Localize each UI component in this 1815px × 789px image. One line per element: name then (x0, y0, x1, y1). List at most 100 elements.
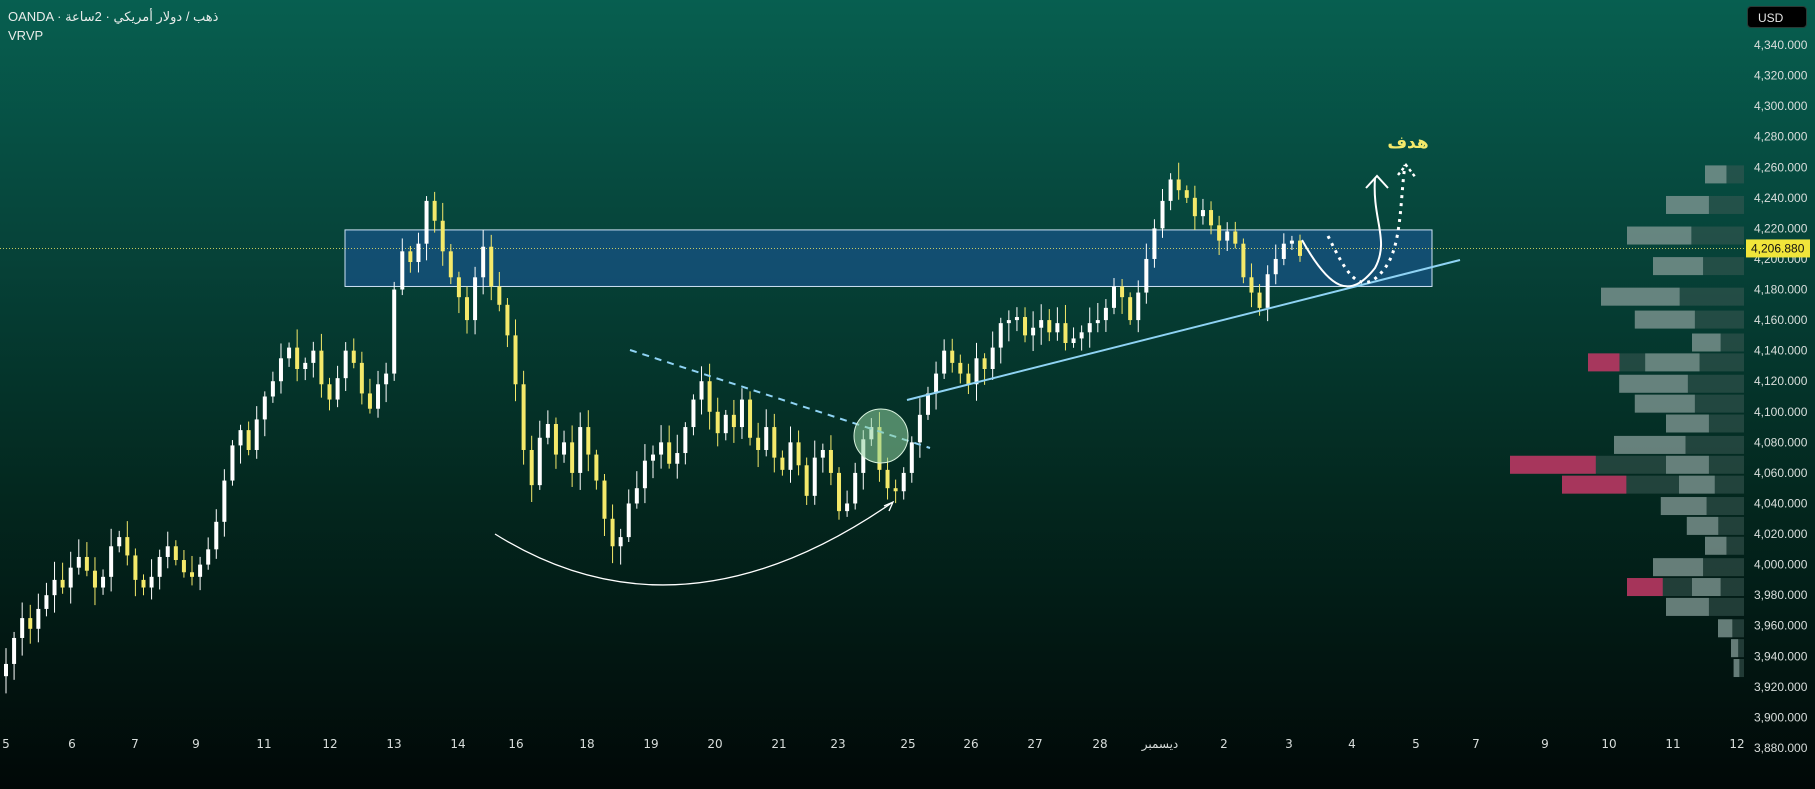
candle-93 (756, 422, 761, 468)
candle-38 (311, 341, 316, 378)
candle-116 (942, 339, 947, 379)
candle-91 (739, 388, 744, 439)
candle-73 (594, 449, 599, 490)
candle-body-78 (634, 488, 639, 504)
volume-profile-up-3 (1653, 257, 1704, 276)
indicator-label[interactable]: VRVP (8, 28, 44, 43)
candle-1 (12, 631, 17, 680)
candle-body-98 (796, 442, 801, 466)
candle-144 (1168, 173, 1173, 211)
candle-body-141 (1144, 258, 1149, 293)
candle-body-58 (473, 277, 478, 321)
candle-65 (529, 435, 534, 503)
candle-30 (246, 421, 251, 456)
candle-body-134 (1087, 323, 1092, 333)
volume-profile-up-21 (1731, 639, 1739, 658)
candle-body-84 (683, 427, 688, 454)
candle-29 (238, 424, 243, 464)
candle-body-57 (464, 297, 469, 321)
candle-57 (464, 286, 469, 334)
target-label: هدف (1387, 133, 1428, 153)
candle-body-155 (1257, 292, 1262, 308)
candle-body-140 (1136, 292, 1141, 321)
candle-128 (1039, 304, 1044, 345)
candle-body-55 (448, 251, 453, 278)
candle-99 (804, 457, 809, 505)
candle-body-88 (715, 411, 720, 434)
candle-103 (837, 467, 842, 520)
candle-122 (990, 331, 995, 380)
time-label-24: 9 (1541, 737, 1549, 751)
candle-body-25 (206, 549, 211, 565)
candle-body-62 (505, 304, 510, 336)
candle-142 (1152, 219, 1157, 268)
target-arrow-solid (1301, 177, 1383, 288)
candle-body-120 (974, 358, 979, 385)
candle-141 (1144, 243, 1149, 304)
candle-body-89 (723, 414, 728, 434)
candle-145 (1176, 162, 1181, 200)
candle-58 (473, 266, 478, 335)
candle-body-67 (545, 424, 550, 438)
price-tick-12: 4,100.000 (1754, 405, 1808, 419)
candle-92 (748, 391, 753, 446)
candle-body-103 (837, 472, 842, 512)
candle-body-159 (1289, 240, 1294, 244)
time-label-14: 25 (900, 737, 915, 751)
candle-body-66 (537, 437, 542, 486)
target-arrow-dotted (1326, 164, 1407, 284)
candle-157 (1273, 244, 1278, 285)
candle-97 (788, 426, 793, 483)
candle-body-27 (222, 480, 227, 522)
candle-body-74 (602, 480, 607, 519)
candle-146 (1184, 185, 1189, 203)
candle-96 (780, 450, 785, 476)
candle-body-64 (521, 384, 526, 450)
candle-136 (1103, 299, 1108, 332)
currency-button[interactable]: USD (1747, 6, 1807, 28)
candle-87 (707, 363, 712, 430)
candle-body-19 (157, 556, 162, 577)
candle-body-50 (408, 251, 413, 263)
candle-body-144 (1168, 179, 1173, 201)
candle-127 (1031, 311, 1036, 352)
candle-129 (1047, 309, 1052, 342)
volume-profile-up-18 (1692, 578, 1721, 597)
candle-body-47 (384, 373, 389, 385)
time-label-20: 3 (1285, 737, 1293, 751)
volume-profile-up-14 (1660, 497, 1707, 516)
candle-64 (521, 370, 526, 465)
candle-body-127 (1031, 327, 1036, 336)
breakout-circle (853, 408, 909, 464)
candle-body-133 (1079, 332, 1084, 339)
cup-arc (494, 501, 894, 586)
candle-body-39 (319, 350, 324, 385)
candle-143 (1160, 189, 1165, 238)
candle-8 (68, 551, 73, 604)
candle-148 (1200, 198, 1205, 225)
candle-125 (1014, 307, 1019, 332)
candle-27 (222, 469, 227, 537)
candle-89 (723, 409, 728, 441)
candle-body-61 (497, 286, 502, 305)
candle-82 (667, 425, 672, 469)
candle-39 (319, 333, 324, 398)
candle-131 (1063, 304, 1068, 351)
candle-60 (489, 234, 494, 301)
price-tick-10: 4,140.000 (1754, 344, 1808, 358)
candle-body-12 (101, 576, 106, 588)
candle-35 (287, 342, 292, 367)
candle-123 (998, 317, 1003, 364)
candle-119 (966, 363, 971, 395)
candle-body-143 (1160, 200, 1165, 229)
candle-34 (278, 343, 283, 394)
candle-37 (303, 357, 308, 381)
current-price-text: 4,206.880 (1751, 241, 1805, 255)
candle-body-79 (642, 460, 647, 489)
candle-body-142 (1152, 228, 1157, 259)
time-label-6: 13 (386, 737, 401, 751)
symbol-title[interactable]: OANDA · ذهب / دولار أمريكي · 2ساعة (8, 9, 219, 24)
candle-56 (456, 271, 461, 314)
